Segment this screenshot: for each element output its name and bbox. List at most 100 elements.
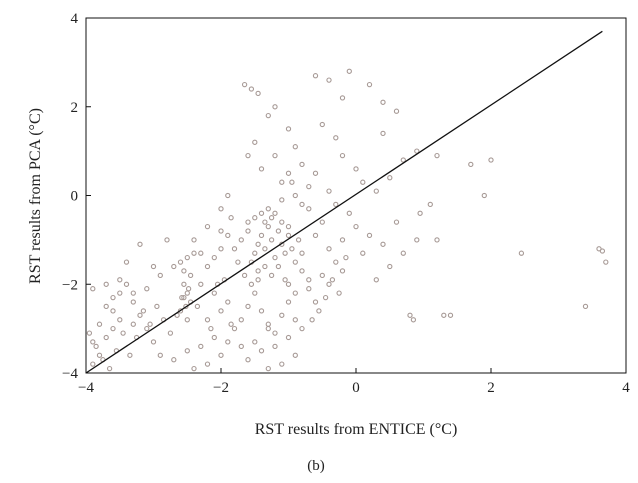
data-point: [400, 157, 406, 163]
data-point: [316, 308, 322, 314]
data-point: [272, 210, 278, 216]
data-point: [252, 290, 258, 296]
data-point: [268, 215, 275, 221]
data-point: [194, 303, 201, 310]
data-point: [339, 237, 346, 243]
data-point: [468, 161, 474, 168]
data-point: [289, 246, 295, 252]
data-point: [312, 170, 319, 176]
data-point: [211, 290, 217, 296]
data-point: [333, 201, 339, 208]
data-point: [204, 263, 211, 270]
data-point: [380, 241, 386, 247]
data-point: [279, 219, 285, 225]
data-point: [447, 312, 454, 318]
data-point: [353, 166, 359, 172]
data-point: [285, 223, 292, 230]
data-point: [238, 343, 244, 350]
data-point: [191, 365, 197, 372]
data-point: [336, 290, 342, 296]
data-point: [258, 348, 265, 354]
data-point: [185, 286, 192, 292]
data-point: [225, 232, 231, 239]
data-point: [245, 219, 251, 225]
data-point: [258, 166, 265, 172]
data-point: [380, 130, 386, 137]
data-point: [339, 268, 346, 274]
data-point: [252, 139, 258, 145]
data-point: [312, 299, 319, 305]
data-point: [262, 219, 268, 225]
data-point: [407, 312, 413, 318]
data-point: [306, 206, 312, 212]
data-point: [225, 299, 231, 305]
data-point: [306, 277, 312, 283]
data-point: [414, 148, 420, 154]
data-point: [252, 250, 258, 256]
data-point: [299, 268, 305, 274]
data-point: [235, 259, 241, 265]
x-tick-label: 4: [622, 380, 630, 396]
y-axis-ticks: −4 −2 0 2 4: [62, 11, 91, 382]
data-point: [319, 272, 325, 279]
data-point: [265, 206, 271, 212]
data-point: [387, 263, 393, 270]
data-point: [366, 81, 373, 88]
data-point: [191, 250, 197, 256]
data-point: [312, 232, 319, 239]
data-point: [265, 223, 271, 230]
data-point: [414, 237, 420, 243]
data-point: [373, 188, 379, 194]
data-point: [285, 232, 292, 239]
data-point: [319, 121, 325, 128]
data-point: [255, 268, 261, 274]
data-point: [410, 317, 417, 323]
data-point: [285, 299, 292, 305]
data-point: [90, 286, 96, 292]
data-point: [96, 321, 103, 327]
data-point: [272, 254, 278, 261]
data-point: [343, 254, 349, 261]
data-point: [380, 99, 386, 105]
data-point: [282, 277, 288, 283]
data-point: [306, 183, 312, 190]
data-point: [144, 286, 150, 292]
data-point: [218, 308, 224, 314]
data-point: [292, 259, 298, 265]
data-point: [218, 246, 224, 252]
data-point: [130, 290, 136, 296]
data-point: [241, 272, 248, 279]
data-point: [150, 339, 157, 345]
y-tick-label: 0: [71, 189, 79, 205]
data-point: [198, 343, 204, 350]
data-point: [333, 259, 339, 265]
data-point: [157, 352, 163, 358]
data-point: [204, 223, 211, 230]
data-point: [265, 112, 271, 119]
data-point: [599, 248, 606, 254]
data-point: [204, 361, 211, 367]
data-point: [90, 339, 96, 345]
data-point: [103, 334, 109, 341]
data-point: [488, 157, 494, 163]
data-point: [360, 250, 366, 256]
data-point: [255, 90, 261, 97]
data-point: [248, 281, 255, 287]
data-point: [150, 263, 157, 270]
data-point: [322, 294, 329, 301]
data-point: [238, 317, 244, 323]
data-point: [272, 330, 278, 336]
data-point: [252, 215, 258, 221]
data-point: [346, 68, 352, 74]
data-point: [272, 152, 278, 159]
data-point: [434, 152, 440, 159]
data-point: [282, 250, 288, 256]
data-point: [299, 161, 305, 168]
y-axis-title: RST results from PCA (°C): [27, 108, 44, 284]
data-point: [275, 228, 282, 234]
data-point: [262, 246, 268, 252]
data-point: [167, 330, 174, 336]
data-point: [326, 281, 332, 287]
data-point: [299, 250, 305, 256]
data-point: [218, 206, 224, 212]
